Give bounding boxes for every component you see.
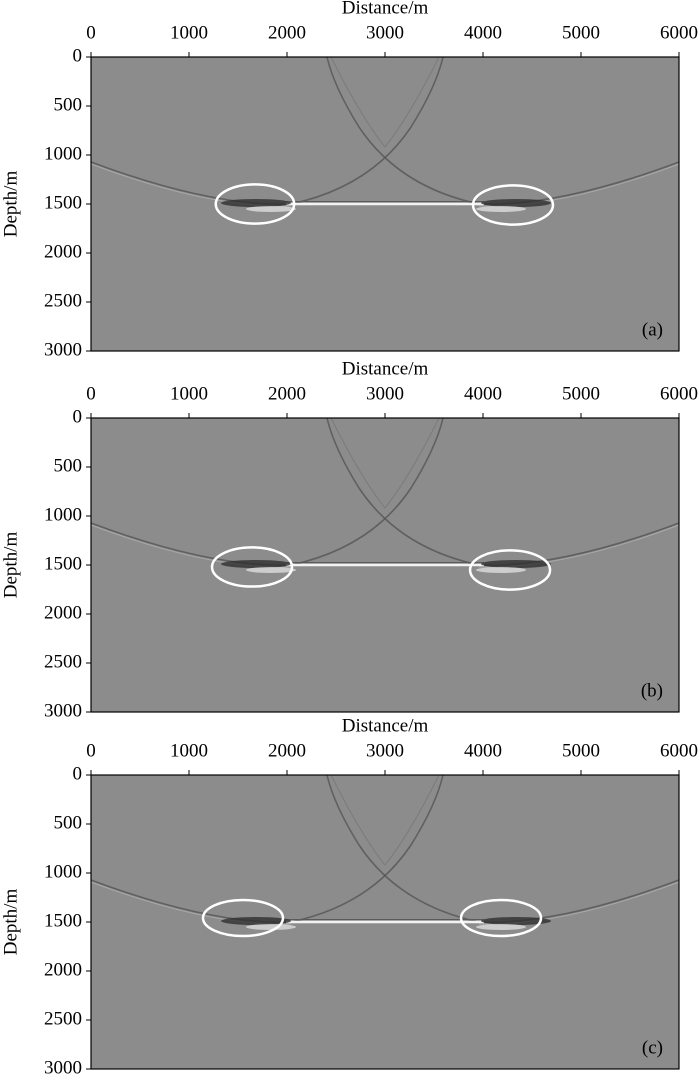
y-tick-label: 3000 <box>44 1057 82 1078</box>
x-tick-label: 0 <box>86 383 96 404</box>
y-tick-label: 2500 <box>44 651 82 672</box>
x-tick-label: 5000 <box>562 383 600 404</box>
y-tick-label: 500 <box>54 455 83 476</box>
y-tick-label: 0 <box>73 406 83 427</box>
panel-label: (b) <box>641 680 663 701</box>
x-tick-label: 1000 <box>170 740 208 761</box>
y-tick-label: 1500 <box>44 910 82 931</box>
x-tick-label: 5000 <box>562 22 600 43</box>
x-axis-label: Distance/m <box>342 715 429 736</box>
x-tick-label: 3000 <box>366 22 404 43</box>
x-tick-label: 4000 <box>464 740 502 761</box>
y-tick-label: 3000 <box>44 339 82 360</box>
seismic-image <box>89 55 681 353</box>
x-tick-label: 5000 <box>562 740 600 761</box>
y-tick-label: 500 <box>54 812 83 833</box>
y-tick-label: 1000 <box>44 504 82 525</box>
y-tick-label: 2000 <box>44 959 82 980</box>
x-tick-label: 3000 <box>366 383 404 404</box>
x-tick-label: 4000 <box>464 22 502 43</box>
x-tick-label: 2000 <box>268 383 306 404</box>
y-tick-label: 2000 <box>44 602 82 623</box>
y-tick-label: 2500 <box>44 1008 82 1029</box>
x-tick-label: 0 <box>86 740 96 761</box>
y-tick-label: 1000 <box>44 143 82 164</box>
x-tick-label: 3000 <box>366 740 404 761</box>
highlight-ellipse <box>471 184 555 226</box>
x-tick-label: 6000 <box>660 22 698 43</box>
x-tick-label: 1000 <box>170 383 208 404</box>
y-tick-label: 0 <box>73 763 83 784</box>
y-tick-label: 3000 <box>44 700 82 721</box>
y-axis-label: Depth/m <box>0 889 21 956</box>
highlight-ellipse <box>459 898 543 938</box>
x-tick-label: 1000 <box>170 22 208 43</box>
x-tick-label: 2000 <box>268 740 306 761</box>
y-tick-label: 1500 <box>44 192 82 213</box>
y-tick-label: 2000 <box>44 241 82 262</box>
x-tick-label: 2000 <box>268 22 306 43</box>
highlight-ellipse <box>210 546 294 588</box>
x-tick-label: 6000 <box>660 740 698 761</box>
highlight-ellipse <box>214 183 296 225</box>
y-axis-label: Depth/m <box>0 171 21 238</box>
panel-label: (a) <box>642 319 663 340</box>
y-tick-label: 2500 <box>44 290 82 311</box>
y-axis-label: Depth/m <box>0 532 21 599</box>
highlight-ellipse <box>468 549 552 591</box>
y-tick-label: 1000 <box>44 861 82 882</box>
highlight-ellipse <box>201 898 285 938</box>
y-tick-label: 0 <box>73 45 83 66</box>
panel-label: (c) <box>642 1037 663 1058</box>
y-tick-label: 500 <box>54 94 83 115</box>
x-tick-label: 4000 <box>464 383 502 404</box>
x-axis-label: Distance/m <box>342 358 429 379</box>
y-tick-label: 1500 <box>44 553 82 574</box>
x-tick-label: 0 <box>86 22 96 43</box>
seismic-image <box>89 773 681 1071</box>
x-axis-label: Distance/m <box>342 0 429 18</box>
x-tick-label: 6000 <box>660 383 698 404</box>
seismic-image <box>89 416 681 714</box>
